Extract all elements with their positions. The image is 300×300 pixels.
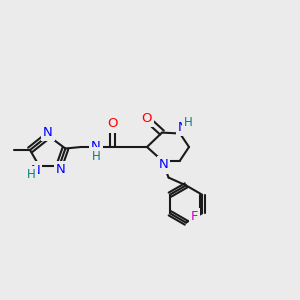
Text: N: N <box>31 164 40 177</box>
Text: O: O <box>142 112 152 125</box>
Text: N: N <box>56 163 66 176</box>
Text: N: N <box>178 121 188 134</box>
Text: H: H <box>27 168 36 181</box>
Text: H: H <box>184 116 193 130</box>
Text: O: O <box>107 117 118 130</box>
Text: N: N <box>91 140 101 154</box>
Text: N: N <box>159 158 168 172</box>
Text: H: H <box>92 149 100 163</box>
Text: N: N <box>43 126 53 139</box>
Text: F: F <box>191 210 198 223</box>
